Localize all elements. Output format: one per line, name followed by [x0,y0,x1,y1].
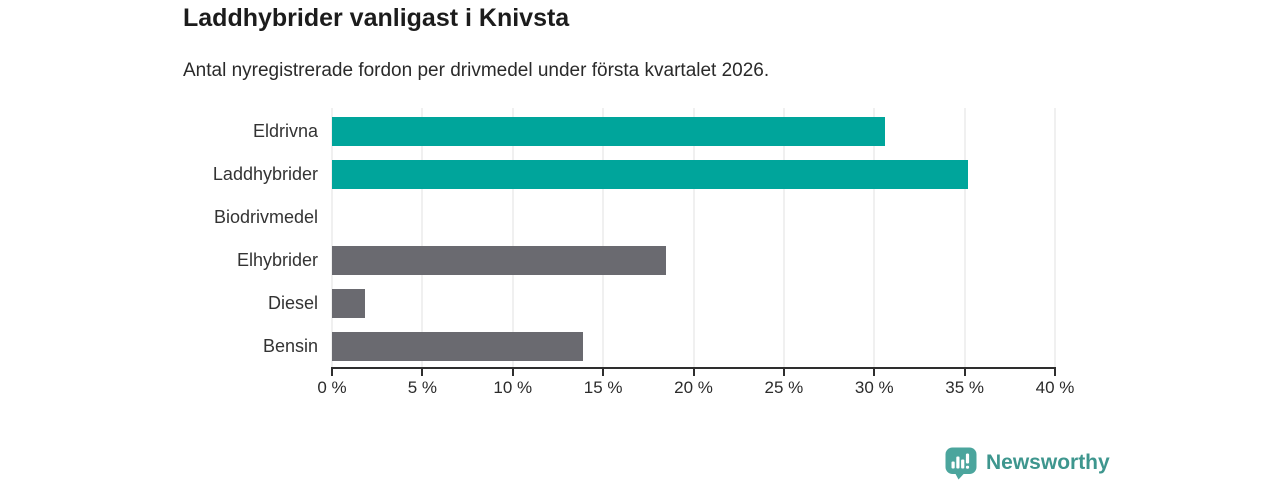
x-axis-tick-label: 10 % [493,378,533,397]
brand-footer: Newsworthy [944,446,1110,480]
x-axis-tick [963,369,966,376]
category-label: Diesel [267,293,318,313]
category-label: Bensin [262,336,318,356]
gridline [602,108,604,368]
bar-chart-speech-bubble-icon [945,447,977,480]
bar-bensin [332,332,584,361]
chart-title: Laddhybrider vanligast i Knivsta [183,4,570,32]
x-axis-tick-label: 20 % [674,378,713,397]
x-axis-tick-label: 15 % [583,378,623,397]
x-axis-tick [692,369,695,376]
gridline [693,108,694,368]
x-axis-tick-label: 25 % [764,378,804,397]
category-label: Biodrivmedel [213,207,318,227]
x-axis-tick-label: 40 % [1035,378,1075,397]
bar-diesel [332,289,365,318]
category-label: Eldrivna [252,121,318,141]
x-axis-tick-label: 0 % [317,378,347,397]
gridline [783,108,785,368]
x-axis-line [331,367,1056,369]
x-axis-tick [511,369,514,376]
x-axis-tick [782,369,785,376]
bar-laddhybrider [332,160,969,189]
x-axis-tick [421,369,424,376]
x-axis-tick-label: 5 % [407,378,438,397]
plot-area [331,108,1056,368]
category-label: Elhybrider [236,250,318,270]
bar-eldrivna [332,117,886,146]
x-axis-tick-label: 35 % [945,378,984,397]
x-axis-tick [331,369,333,376]
x-axis-tick [602,369,605,376]
gridline [421,108,423,368]
gridline [512,108,514,368]
x-axis-tick-label: 30 % [854,378,894,397]
chart-subtitle: Antal nyregistrerade fordon per drivmede… [183,60,770,81]
gridline [1054,108,1056,368]
brand-name: Newsworthy [986,451,1110,474]
bar-elhybrider [332,246,667,275]
gridline [964,108,966,368]
gridline [331,108,333,368]
x-axis: 0 % 5 % 10 % 15 % 20 % 25 % 30 % 35 % 40 % [317,369,1074,409]
category-label: Laddhybrider [212,164,318,184]
x-axis-tick [873,369,876,376]
x-axis-tick [1054,369,1056,376]
gridline [873,108,875,368]
category-labels: Eldrivna Laddhybrider Biodrivmedel Elhybrid… [0,110,318,368]
